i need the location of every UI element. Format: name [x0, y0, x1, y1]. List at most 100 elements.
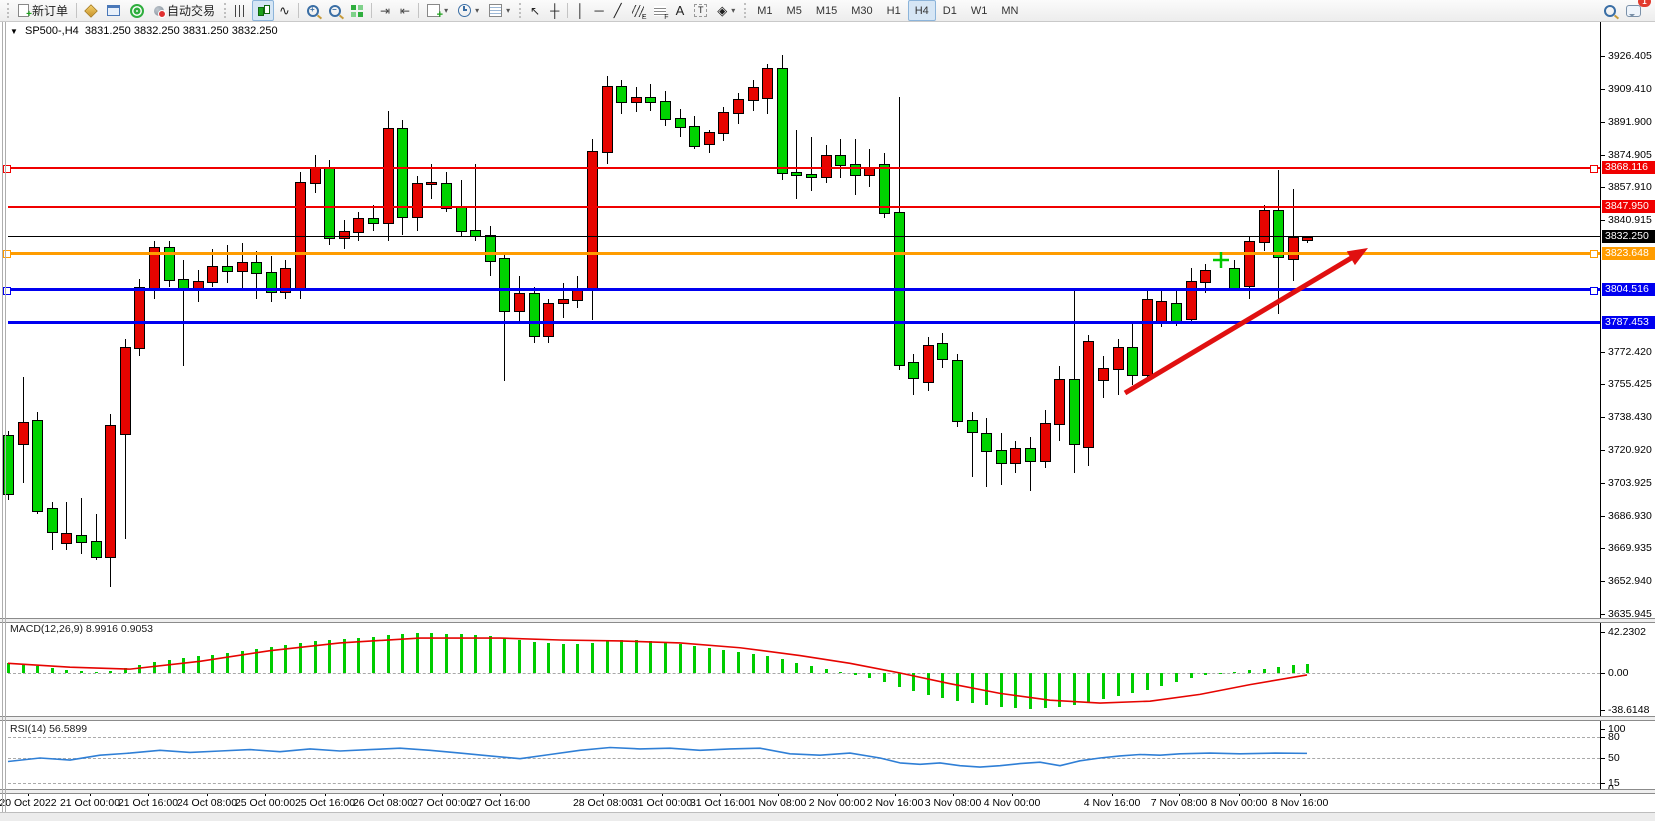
periods-button[interactable]: ▾: [453, 0, 484, 21]
pane-splitter[interactable]: [0, 789, 1655, 794]
horizontal-line-object[interactable]: [8, 205, 1600, 208]
horizontal-line-object[interactable]: [8, 251, 1600, 255]
channel-button[interactable]: [627, 0, 649, 21]
macd-zero-line: [8, 673, 1600, 674]
time-tick-label: 31 Oct 16:00: [689, 797, 751, 809]
fibonacci-button[interactable]: [649, 0, 671, 21]
new-chart-button[interactable]: ▾: [422, 0, 453, 21]
macd-histogram-bar: [824, 669, 828, 673]
line-chart-button[interactable]: ∿: [274, 0, 295, 21]
rsi-level-line: [8, 737, 1600, 738]
arrows-icon: ◈: [717, 3, 728, 18]
candle-bearish: [937, 342, 949, 361]
trend-arrow-head[interactable]: [1346, 248, 1368, 266]
macd-histogram-bar: [795, 663, 799, 673]
new-order-button[interactable]: 新订单: [13, 0, 73, 21]
tile-windows-button[interactable]: [346, 0, 368, 21]
toolbar-separator: [370, 3, 372, 18]
horizontal-line-object[interactable]: [8, 321, 1600, 325]
macd-histogram-bar: [255, 648, 259, 673]
templates-button[interactable]: ▾: [484, 0, 515, 21]
bar-chart-button[interactable]: [230, 0, 252, 21]
chart-shift-icon: ⇥: [379, 3, 390, 18]
candle-bullish: [762, 68, 774, 100]
price-line-label[interactable]: 3868.116: [1602, 161, 1655, 175]
zoom-in-button[interactable]: +: [302, 0, 324, 21]
candle-wick: [796, 129, 798, 199]
macd-histogram-bar: [386, 635, 390, 673]
macd-histogram-bar: [1248, 670, 1251, 673]
price-tick-label: 3840.915: [1608, 214, 1652, 227]
line-chart-icon: ∿: [279, 3, 290, 18]
timeframe-m1[interactable]: M1: [757, 4, 773, 17]
macd-histogram-bar: [678, 643, 682, 673]
candle-bullish: [820, 154, 832, 178]
chart-shift-button[interactable]: ⇥: [375, 0, 395, 21]
line-handle[interactable]: [1590, 164, 1598, 173]
macd-histogram-bar: [737, 651, 740, 673]
price-line-label[interactable]: 3823.648: [1602, 246, 1655, 260]
candle-bearish: [397, 127, 409, 219]
autotrade-button[interactable]: 自动交易: [149, 0, 220, 21]
chat-button[interactable]: 1: [1621, 0, 1651, 21]
line-handle[interactable]: [3, 164, 11, 173]
crosshair-button[interactable]: ┼: [545, 0, 564, 21]
horizontal-line-button[interactable]: ─: [590, 0, 609, 21]
line-handle[interactable]: [1590, 286, 1598, 295]
macd-histogram-bar: [664, 641, 667, 673]
chevron-down-icon: ▾: [475, 6, 480, 15]
terminal-button[interactable]: [102, 0, 125, 21]
pane-splitter[interactable]: [0, 716, 1655, 721]
timeframe-m15[interactable]: M15: [815, 4, 838, 17]
trendline-button[interactable]: ╱: [609, 0, 627, 21]
line-handle[interactable]: [3, 286, 11, 295]
timeframe-h1[interactable]: H1: [886, 4, 901, 17]
chart-dropdown-icon[interactable]: ▼: [10, 27, 18, 36]
timeframe-w1[interactable]: W1: [970, 4, 988, 17]
time-tick-label: 21 Oct 16:00: [117, 797, 179, 809]
chevron-down-icon: ▾: [506, 6, 511, 15]
candle-bearish: [222, 266, 233, 272]
line-handle[interactable]: [1590, 250, 1598, 259]
macd-histogram-bar: [985, 673, 989, 706]
timeframe-mn[interactable]: MN: [1001, 4, 1019, 17]
zoom-out-button[interactable]: −: [324, 0, 346, 21]
arrows-button[interactable]: ◈ ▾: [712, 0, 740, 21]
price-line-label[interactable]: 3847.950: [1602, 200, 1655, 214]
timeframe-h4[interactable]: H4: [907, 0, 936, 21]
search-button[interactable]: [1599, 0, 1621, 21]
price-tick-label: 3652.940: [1608, 574, 1652, 587]
candle-bearish: [674, 118, 686, 128]
auto-scroll-button[interactable]: ⇤: [395, 0, 415, 21]
text-label-button[interactable]: T: [689, 0, 712, 21]
price-line-label: 3832.250: [1602, 230, 1655, 244]
time-tick-label: 3 Nov 08:00: [924, 797, 982, 809]
time-tick-mark: [1179, 793, 1180, 796]
macd-histogram-bar: [459, 634, 463, 673]
candle-bullish: [353, 218, 365, 234]
horizontal-line-object[interactable]: [8, 166, 1600, 169]
signals-button[interactable]: [125, 0, 149, 21]
macd-histogram-bar: [488, 636, 492, 673]
market-watch-button[interactable]: [80, 0, 102, 21]
price-line-label[interactable]: 3804.516: [1602, 283, 1655, 297]
price-tick-label: 3738.430: [1608, 410, 1652, 423]
candlestick-chart-button[interactable]: [252, 0, 275, 21]
text-button[interactable]: A: [671, 0, 690, 21]
vertical-line-button[interactable]: │: [571, 0, 589, 21]
timeframe-m30[interactable]: M30: [851, 4, 873, 17]
templates-icon: [489, 4, 503, 17]
line-handle[interactable]: [3, 250, 11, 259]
price-line-label[interactable]: 3787.453: [1602, 316, 1655, 330]
macd-histogram-bar: [313, 640, 317, 673]
timeframe-m5[interactable]: M5: [786, 4, 802, 17]
macd-histogram-bar: [591, 642, 594, 673]
timeframe-d1[interactable]: D1: [942, 4, 957, 17]
macd-histogram-bar: [153, 662, 156, 673]
horizontal-line-object[interactable]: [8, 288, 1600, 292]
candle-bullish: [1083, 340, 1095, 449]
pane-splitter[interactable]: [0, 618, 1655, 623]
macd-histogram-bar: [1102, 673, 1105, 700]
cursor-button[interactable]: ↖: [525, 0, 545, 21]
time-tick-label: 24 Oct 08:00: [176, 797, 238, 809]
